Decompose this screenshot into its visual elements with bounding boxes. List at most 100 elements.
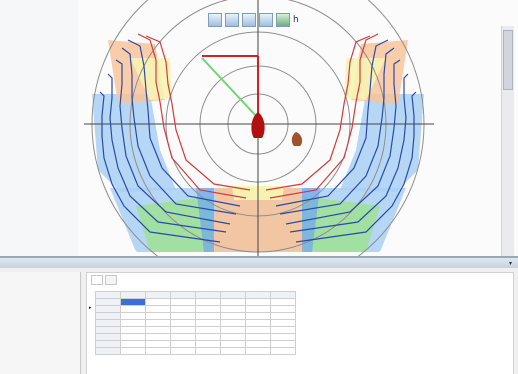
table-cell[interactable] (170, 305, 196, 313)
table-cell[interactable] (270, 312, 296, 320)
table-row[interactable] (95, 326, 296, 334)
table-cell[interactable] (220, 312, 246, 320)
view-button[interactable] (276, 13, 290, 27)
table-cell[interactable] (170, 319, 196, 327)
table-cell[interactable] (245, 298, 271, 306)
bottom-panel-titlebar: ▾ (0, 258, 518, 268)
table-row[interactable] (95, 340, 296, 348)
layers-button[interactable] (225, 13, 239, 27)
toolbar-extra-label[interactable]: h (293, 15, 299, 25)
table-cell[interactable] (145, 319, 171, 327)
opponent-boat-icon[interactable] (291, 132, 303, 146)
table-header (195, 291, 221, 299)
table-cell[interactable] (270, 319, 296, 327)
table-cell[interactable] (270, 333, 296, 341)
table-cell[interactable] (220, 298, 246, 306)
pin-icon[interactable]: ▾ (508, 260, 512, 267)
table-cell[interactable] (245, 312, 271, 320)
table-row[interactable] (95, 298, 296, 306)
table-cell[interactable] (145, 312, 171, 320)
table-header (145, 291, 171, 299)
table-cell[interactable] (170, 312, 196, 320)
table-cell[interactable] (195, 305, 221, 313)
table-cell[interactable] (145, 298, 171, 306)
diagram-toolbar: h (208, 12, 303, 28)
table-cell[interactable] (245, 340, 271, 348)
table-cell[interactable] (245, 305, 271, 313)
table-cell[interactable] (245, 326, 271, 334)
polar-diagram[interactable] (0, 0, 518, 256)
table-cell[interactable] (195, 333, 221, 341)
table-cell[interactable] (245, 333, 271, 341)
band-right-outer-blue (340, 94, 424, 192)
table-cell[interactable] (195, 298, 221, 306)
table-row[interactable] (95, 312, 296, 320)
table-cell[interactable] (270, 340, 296, 348)
table-row[interactable] (95, 333, 296, 341)
band-bottom-right-blue-accent (302, 188, 320, 252)
table-cell[interactable] (120, 319, 146, 327)
table-cell[interactable] (220, 340, 246, 348)
table-cell[interactable] (170, 347, 196, 355)
table-cell[interactable] (120, 326, 146, 334)
table-header (95, 291, 121, 299)
table-cell[interactable] (120, 298, 146, 306)
table-cell[interactable] (120, 312, 146, 320)
row-label (95, 333, 121, 341)
table-row[interactable] (95, 305, 296, 313)
table-row[interactable] (95, 347, 296, 355)
table-cell[interactable] (245, 319, 271, 327)
band-bottom-left-blue-accent (196, 188, 214, 252)
table-cell[interactable] (120, 340, 146, 348)
row-label (95, 347, 121, 355)
row-label (95, 326, 121, 334)
row-label (95, 319, 121, 327)
table-cell[interactable] (195, 326, 221, 334)
tab-first[interactable] (91, 275, 103, 285)
scrollbar-thumb[interactable] (503, 30, 513, 90)
table-cell[interactable] (270, 298, 296, 306)
tab-second[interactable] (105, 275, 117, 285)
boat-icon[interactable] (251, 112, 265, 138)
row-pointer-icon: ▸ (89, 305, 92, 311)
table-cell[interactable] (270, 347, 296, 355)
table-cell[interactable] (220, 347, 246, 355)
bottom-panel: ▾ ▸ (0, 256, 518, 374)
zoom-button[interactable] (208, 13, 222, 27)
band-right-yellow (344, 58, 386, 100)
table-cell[interactable] (195, 347, 221, 355)
table-cell[interactable] (145, 326, 171, 334)
table-cell[interactable] (270, 326, 296, 334)
table-cell[interactable] (220, 319, 246, 327)
table-cell[interactable] (170, 333, 196, 341)
table-row[interactable] (95, 319, 296, 327)
polar-table-area: ▸ (86, 272, 514, 374)
table-cell[interactable] (220, 326, 246, 334)
band-left-yellow (130, 58, 172, 100)
table-cell[interactable] (195, 312, 221, 320)
left-panel (0, 0, 78, 256)
table-cell[interactable] (220, 333, 246, 341)
table-cell[interactable] (145, 340, 171, 348)
table-cell[interactable] (270, 305, 296, 313)
table-cell[interactable] (145, 333, 171, 341)
grid-button[interactable] (242, 13, 256, 27)
table-cell[interactable] (170, 326, 196, 334)
polar-table[interactable] (95, 291, 296, 355)
table-cell[interactable] (145, 305, 171, 313)
table-cell[interactable] (195, 340, 221, 348)
chart-button[interactable] (259, 13, 273, 27)
vertical-scrollbar[interactable] (501, 26, 514, 258)
table-cell[interactable] (195, 319, 221, 327)
table-cell[interactable] (170, 340, 196, 348)
table-header (220, 291, 246, 299)
table-header-row (95, 291, 296, 299)
table-cell[interactable] (220, 305, 246, 313)
table-cell[interactable] (120, 333, 146, 341)
table-cell[interactable] (245, 347, 271, 355)
band-left-outer-blue (92, 94, 176, 192)
table-cell[interactable] (145, 347, 171, 355)
table-cell[interactable] (120, 305, 146, 313)
table-cell[interactable] (120, 347, 146, 355)
table-cell[interactable] (170, 298, 196, 306)
